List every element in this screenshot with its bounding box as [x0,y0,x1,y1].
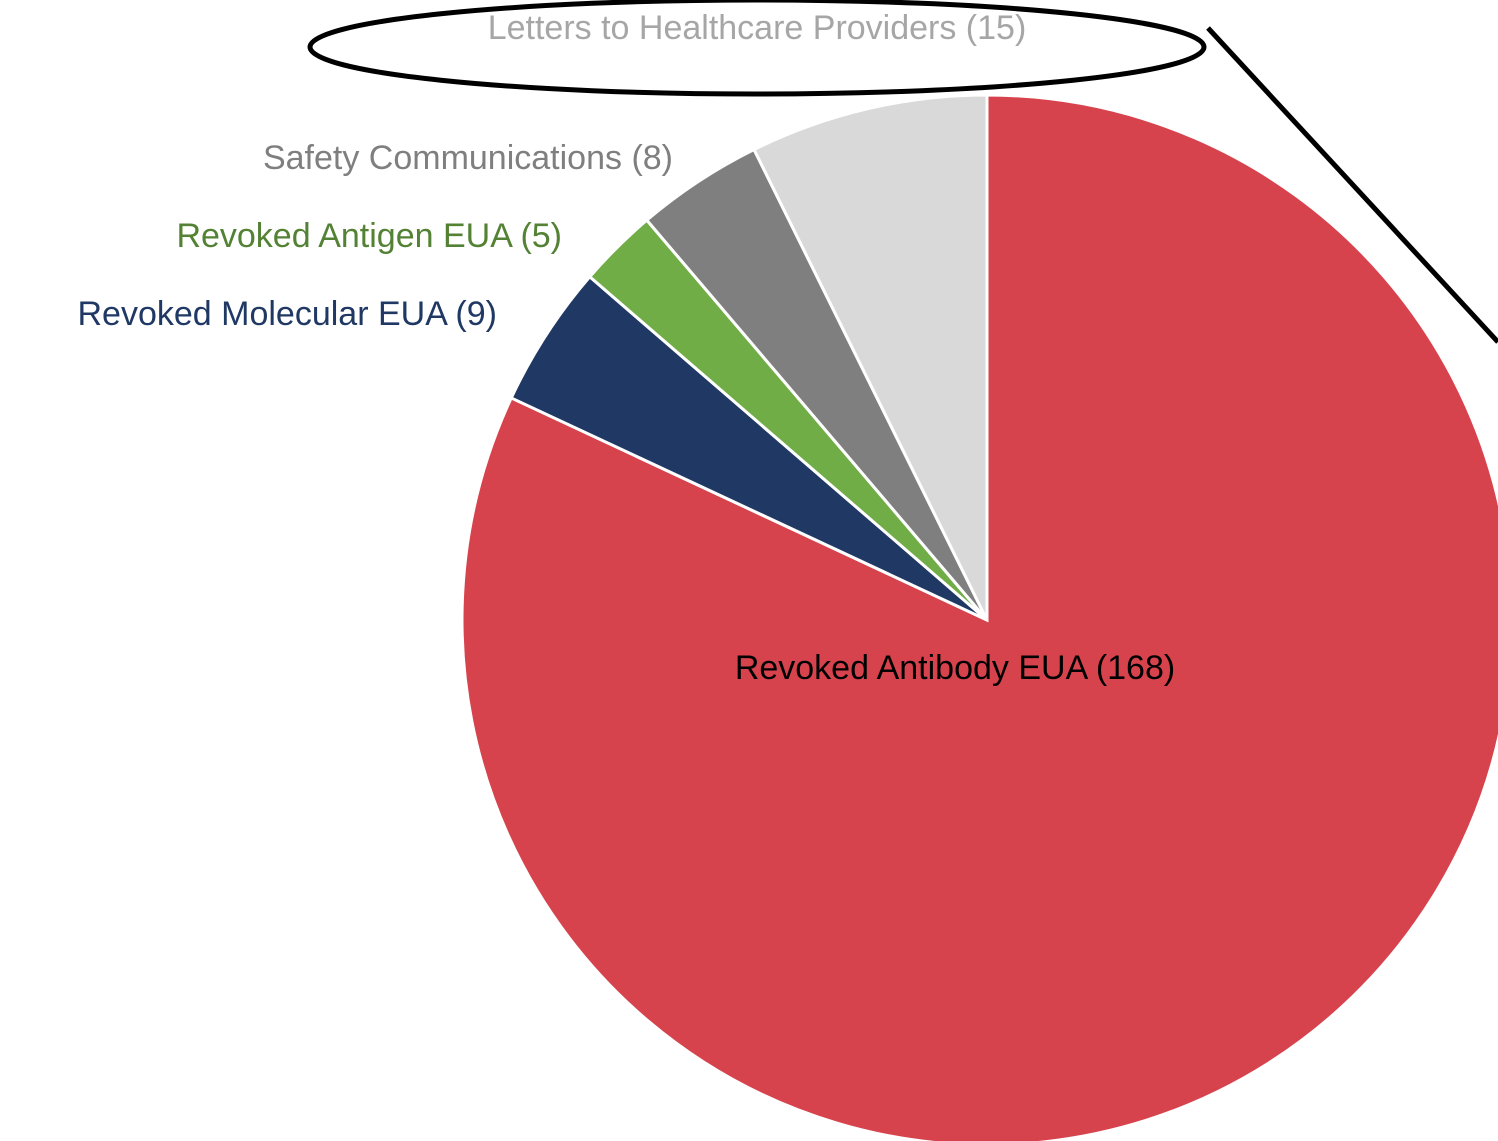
slice-label: Safety Communications (8) [263,139,673,177]
slice-label: Revoked Antigen EUA (5) [176,217,562,255]
slice-label: Letters to Healthcare Providers (15) [488,9,1027,47]
pie-slice [752,93,989,621]
callout-ellipse [307,0,1207,97]
slice-label: Revoked Antibody EUA (168) [735,649,1175,687]
callout-line [1206,26,1498,344]
pie [460,93,1498,1141]
slice-label: Revoked Molecular EUA (9) [77,295,497,333]
